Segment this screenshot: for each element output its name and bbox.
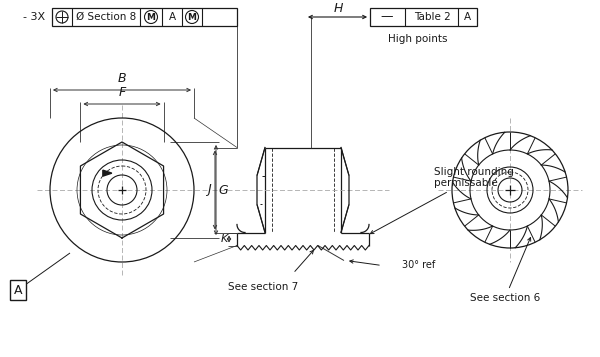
Text: See section 7: See section 7 — [228, 282, 298, 292]
Text: Ø Section 8: Ø Section 8 — [76, 12, 136, 22]
Text: F: F — [118, 86, 125, 99]
Text: G: G — [218, 183, 228, 196]
Text: M: M — [146, 12, 155, 21]
Text: High points: High points — [388, 34, 448, 44]
Text: A: A — [463, 12, 470, 22]
Text: A: A — [169, 12, 176, 22]
Text: A: A — [14, 283, 22, 297]
Text: 30° ref: 30° ref — [402, 260, 435, 270]
Text: K: K — [220, 234, 227, 244]
Text: J: J — [207, 183, 211, 196]
Text: - 3X: - 3X — [23, 12, 45, 22]
Text: Slight rounding
permissable: Slight rounding permissable — [370, 167, 514, 234]
Text: B: B — [118, 72, 127, 85]
Polygon shape — [103, 170, 112, 176]
Text: Table 2: Table 2 — [413, 12, 451, 22]
Text: H: H — [334, 2, 343, 15]
Text: —: — — [381, 10, 393, 24]
FancyBboxPatch shape — [52, 8, 237, 26]
Text: See section 6: See section 6 — [470, 237, 540, 303]
Text: M: M — [187, 12, 197, 21]
FancyBboxPatch shape — [370, 8, 477, 26]
